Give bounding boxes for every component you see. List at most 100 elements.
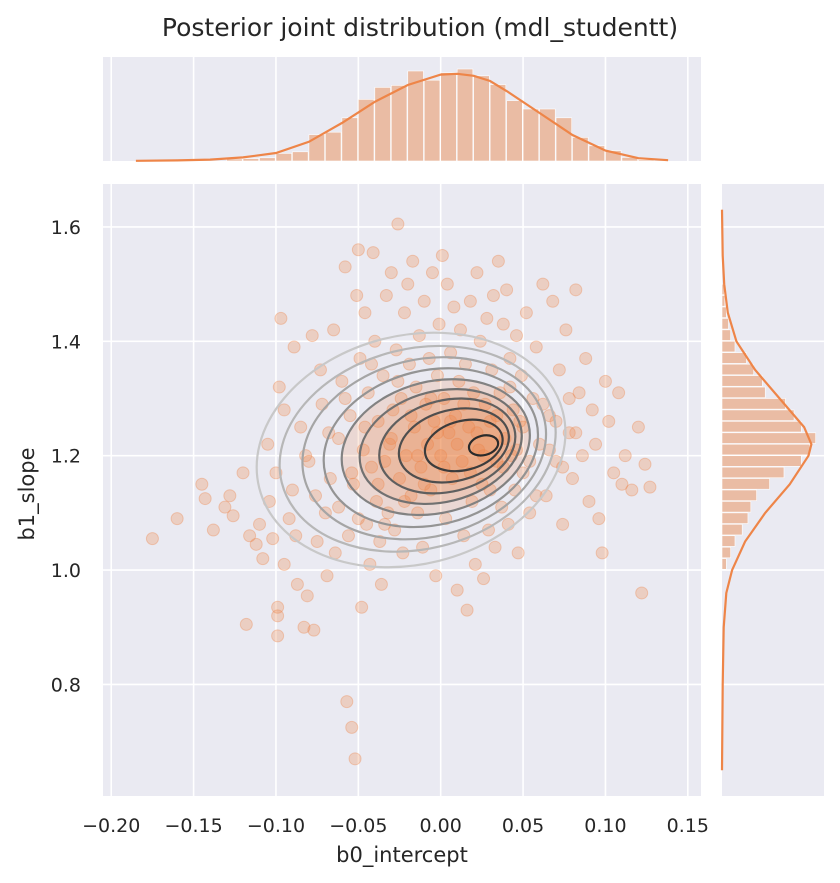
- top-histogram-bar: [506, 100, 523, 162]
- right-histogram-bar: [721, 352, 747, 364]
- scatter-point: [277, 557, 291, 571]
- x-tick-label: 0.10: [584, 815, 626, 837]
- top-histogram-bar: [374, 87, 391, 162]
- right-marginal-grid: [722, 226, 824, 686]
- scatter-point: [579, 351, 593, 365]
- scatter-point: [277, 403, 291, 417]
- x-axis-ticks: −0.20 −0.15 −0.10 −0.05 0.00 0.05 0.10 0.15: [82, 815, 709, 837]
- scatter-point: [643, 480, 657, 494]
- scatter-point: [412, 329, 426, 343]
- scatter-point: [435, 248, 449, 262]
- main-panel-background: [103, 184, 701, 796]
- right-histogram-bar: [721, 375, 763, 387]
- scatter-point: [592, 512, 606, 526]
- x-tick-label: −0.20: [82, 815, 140, 837]
- scatter-point: [486, 289, 500, 303]
- scatter-point: [341, 529, 355, 543]
- scatter-point: [320, 569, 334, 583]
- scatter-point: [272, 380, 286, 394]
- scatter-point: [552, 363, 566, 377]
- scatter-point: [355, 600, 369, 614]
- right-marginal-panel: [720, 184, 824, 796]
- right-histogram-bar: [721, 329, 731, 341]
- kde-contour-line: [378, 397, 517, 495]
- scatter-point: [575, 449, 589, 463]
- top-histogram-bar: [407, 70, 424, 162]
- scatter-point: [585, 403, 599, 417]
- scatter-point: [569, 283, 583, 297]
- scatter-point: [195, 477, 209, 491]
- scatter-point: [226, 509, 240, 523]
- scatter-point: [462, 420, 476, 434]
- kde-contours: [255, 331, 567, 569]
- scatter-point: [509, 329, 523, 343]
- y-tick-label: 1.4: [51, 331, 81, 353]
- scatter-point: [607, 466, 621, 480]
- scatter-point: [460, 603, 474, 617]
- top-histogram-bar: [325, 131, 342, 162]
- scatter-point: [243, 529, 257, 543]
- scatter-point: [376, 369, 390, 383]
- scatter-point: [529, 340, 543, 354]
- scatter-point: [145, 532, 159, 546]
- scatter-point: [602, 414, 616, 428]
- top-histogram-bar: [308, 134, 325, 162]
- scatter-point: [170, 512, 184, 526]
- scatter-point: [566, 472, 580, 486]
- scatter-point: [582, 494, 596, 508]
- top-histogram-bar: [489, 84, 507, 162]
- right-histogram-bar: [721, 512, 749, 524]
- scatter-point: [500, 283, 514, 297]
- scatter-point: [261, 437, 275, 451]
- scatter-point: [477, 572, 491, 586]
- scatter-point: [468, 557, 482, 571]
- scatter-point: [307, 623, 321, 637]
- scatter-point: [315, 397, 329, 411]
- right-histogram-bar: [721, 386, 766, 398]
- top-histogram-bar: [522, 108, 540, 162]
- scatter-point: [379, 289, 393, 303]
- scatter-point: [595, 546, 609, 560]
- right-histogram-bar: [721, 295, 726, 307]
- right-histogram-bar: [721, 524, 743, 536]
- top-histogram-bar: [292, 151, 309, 162]
- scatter-point: [198, 492, 212, 506]
- scatter-point: [625, 483, 639, 497]
- scatter-point: [523, 506, 537, 520]
- scatter-point: [335, 374, 349, 388]
- scatter-point: [236, 466, 250, 480]
- right-histogram-bar: [721, 306, 727, 318]
- top-histogram-bar: [605, 150, 622, 162]
- right-marginal-kde-line: [720, 209, 813, 771]
- scatter-point: [396, 546, 410, 560]
- scatter-point: [447, 300, 461, 314]
- top-histogram-bar: [423, 79, 441, 162]
- scatter-point: [488, 540, 502, 554]
- x-tick-label: 0.00: [420, 815, 462, 837]
- scatter-point: [508, 483, 522, 497]
- top-histogram-bar: [341, 117, 358, 162]
- scatter-point: [411, 449, 425, 463]
- scatter-point: [635, 586, 649, 600]
- scatter-point: [332, 432, 346, 446]
- scatter-point: [450, 437, 464, 451]
- scatter-point: [386, 403, 400, 417]
- chart-title: Posterior joint distribution (mdl_studen…: [162, 13, 678, 42]
- right-histogram-bar: [721, 535, 736, 547]
- scatter-point: [338, 391, 352, 405]
- scatter-point: [351, 243, 365, 257]
- scatter-point: [399, 449, 413, 463]
- scatter-point: [290, 577, 304, 591]
- y-tick-label: 1.0: [51, 560, 81, 582]
- main-scatter-panel: [103, 184, 701, 796]
- scatter-point: [371, 414, 385, 428]
- right-marginal-histogram: [721, 283, 816, 570]
- top-histogram-bar: [390, 85, 408, 162]
- scatter-point: [432, 317, 446, 331]
- scatter-point: [256, 552, 270, 566]
- x-tick-label: −0.05: [329, 815, 387, 837]
- scatter-point: [305, 329, 319, 343]
- scatter-point: [470, 266, 484, 280]
- x-tick-label: −0.10: [247, 815, 305, 837]
- scatter-point: [282, 512, 296, 526]
